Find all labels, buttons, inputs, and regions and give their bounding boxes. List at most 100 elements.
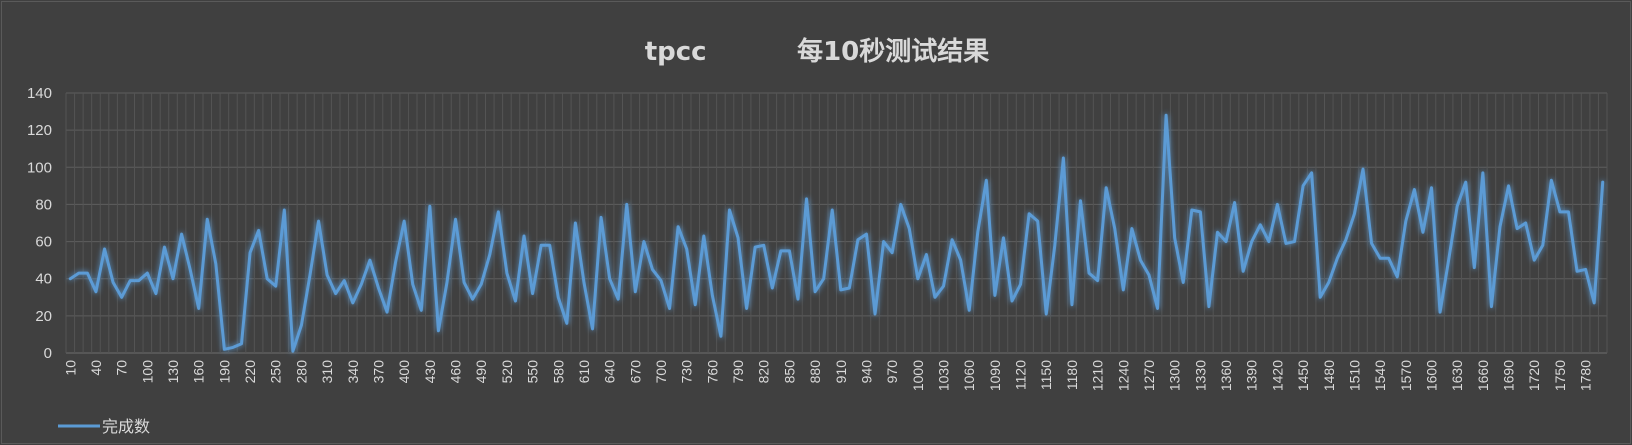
data-point (505, 271, 509, 275)
data-point (1584, 268, 1587, 271)
data-point (788, 249, 791, 253)
data-point (839, 288, 842, 292)
data-point (137, 279, 140, 282)
data-point (445, 281, 449, 284)
data-point (462, 281, 466, 284)
data-point (1481, 171, 1485, 175)
data-point (694, 303, 697, 306)
data-point (1062, 156, 1065, 160)
data-point (1592, 301, 1596, 305)
x-tick-label: 1210 (1090, 360, 1106, 391)
data-point (702, 234, 706, 238)
data-point (488, 253, 491, 256)
data-point (1113, 227, 1116, 230)
data-point (497, 210, 500, 214)
data-point (206, 218, 209, 221)
data-point (1276, 203, 1279, 206)
data-point (899, 203, 902, 206)
data-point (771, 286, 774, 290)
data-point (223, 348, 226, 351)
data-point (1002, 236, 1005, 240)
data-point (873, 312, 877, 316)
data-point (1010, 299, 1014, 303)
data-point (1327, 281, 1330, 284)
data-point (1336, 257, 1339, 260)
data-point (394, 260, 397, 264)
data-point (325, 273, 329, 277)
data-point (1130, 227, 1134, 230)
data-point (1045, 312, 1048, 316)
data-point (1182, 281, 1185, 284)
data-point (634, 290, 637, 293)
x-tick-label: 430 (422, 360, 438, 384)
data-point (86, 271, 89, 275)
x-tick-label: 1030 (936, 360, 952, 391)
legend[interactable]: 完成数 (58, 417, 150, 436)
data-point (1344, 238, 1348, 241)
x-tick-label: 1090 (987, 360, 1003, 391)
data-point (848, 286, 851, 290)
x-tick-label: 760 (704, 360, 720, 384)
x-tick-label: 250 (268, 360, 284, 384)
data-point (1139, 258, 1142, 262)
data-point (94, 290, 98, 293)
data-point (343, 279, 346, 282)
data-point (1224, 240, 1228, 243)
x-tick-label: 1240 (1115, 360, 1131, 391)
data-point (146, 271, 149, 275)
x-tick-label: 1480 (1321, 360, 1337, 391)
data-point (385, 310, 389, 314)
data-point (1387, 257, 1390, 260)
data-point (402, 219, 406, 223)
data-point (719, 335, 723, 338)
data-point (1250, 240, 1253, 243)
x-tick-label: 160 (191, 360, 207, 384)
data-point (1413, 188, 1416, 191)
data-point (180, 232, 183, 236)
x-tick-label: 1750 (1552, 360, 1568, 391)
data-point (1396, 275, 1399, 279)
x-tick-label: 850 (781, 360, 797, 384)
data-point (993, 294, 997, 297)
x-tick-label: 1570 (1398, 360, 1414, 391)
x-tick-label: 100 (139, 360, 155, 384)
data-point (454, 218, 457, 221)
x-tick-label: 130 (165, 360, 181, 384)
data-point (967, 309, 971, 312)
x-tick-label: 1390 (1244, 360, 1260, 391)
x-tick-label: 1630 (1449, 360, 1465, 391)
data-point (779, 249, 783, 253)
data-point (1464, 180, 1467, 184)
x-tick-label: 1060 (961, 360, 977, 391)
data-point (1147, 273, 1151, 277)
data-point (1233, 201, 1236, 204)
x-tick-label: 1600 (1423, 360, 1439, 391)
data-point (574, 221, 577, 225)
legend-label: 完成数 (102, 417, 150, 436)
data-point (154, 292, 158, 295)
data-point (480, 283, 483, 286)
data-point (1447, 258, 1450, 262)
data-point (1027, 212, 1031, 215)
data-point (1361, 167, 1365, 171)
data-point (120, 296, 123, 299)
data-point (1370, 242, 1373, 245)
data-point (514, 299, 517, 303)
data-point (188, 268, 192, 271)
x-tick-label: 1720 (1526, 360, 1542, 391)
data-point (1019, 283, 1022, 286)
data-point (1301, 184, 1305, 188)
data-point (1070, 303, 1074, 306)
data-point (1541, 244, 1544, 247)
data-point (411, 283, 414, 286)
data-point (420, 309, 423, 312)
x-tick-label: 370 (370, 360, 386, 384)
data-point (1601, 180, 1604, 184)
x-tick-label: 970 (884, 360, 900, 384)
x-tick-label: 310 (319, 360, 335, 384)
data-point (1455, 205, 1459, 208)
data-point (685, 247, 688, 251)
x-tick-label: 550 (525, 360, 541, 384)
data-point (1087, 271, 1091, 275)
